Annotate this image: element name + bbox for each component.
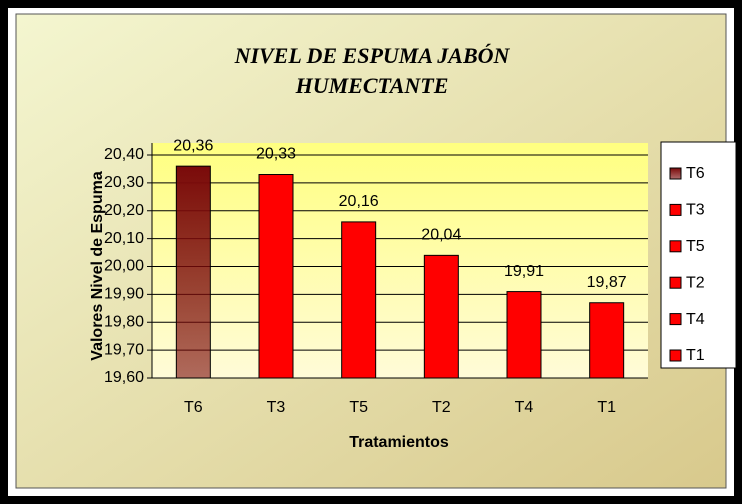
legend-label: T5 [686,238,705,255]
y-tick-label: 20,40 [104,146,144,163]
x-tick-label: T1 [597,399,616,416]
legend-swatch [669,167,682,180]
chart-title: NIVEL DE ESPUMA JABÓN [234,43,511,68]
bar [589,302,625,379]
data-label: 20,33 [256,146,296,163]
data-label: 20,04 [421,227,461,244]
x-tick-label: T5 [349,399,368,416]
bar [258,174,294,379]
legend-label: T2 [686,274,705,291]
x-tick-label: T2 [432,399,451,416]
bar [341,221,377,379]
x-tick-label: T6 [184,399,203,416]
y-tick-label: 19,90 [104,286,144,303]
plot-area [152,143,648,378]
data-label: 19,87 [587,274,627,291]
x-tick-label: T3 [267,399,286,416]
bar [423,254,459,379]
y-tick-label: 20,00 [104,258,144,275]
data-label: 19,91 [504,263,544,280]
y-tick-label: 20,20 [104,202,144,219]
y-tick-label: 19,80 [104,313,144,330]
bar [506,291,542,379]
legend-swatch [669,240,682,253]
legend-label: T4 [686,311,705,328]
chart-subtitle: HUMECTANTE [295,73,449,98]
data-label: 20,36 [173,137,213,154]
legend-swatch [669,349,682,362]
legend-swatch [669,313,682,326]
y-tick-label: 19,70 [104,341,144,358]
bar [175,165,211,379]
legend-label: T6 [686,165,705,182]
x-axis-title: Tratamientos [349,434,449,451]
legend-label: T3 [686,202,705,219]
legend-label: T1 [686,347,705,364]
y-axis-title: Valores Nivel de Espuma [89,171,106,361]
y-tick-label: 20,10 [104,230,144,247]
y-tick-label: 19,60 [104,369,144,386]
x-tick-label: T4 [515,399,534,416]
legend-swatch [669,203,682,216]
legend [660,141,737,369]
data-label: 20,16 [339,193,379,210]
y-tick-label: 20,30 [104,174,144,191]
legend-swatch [669,276,682,289]
